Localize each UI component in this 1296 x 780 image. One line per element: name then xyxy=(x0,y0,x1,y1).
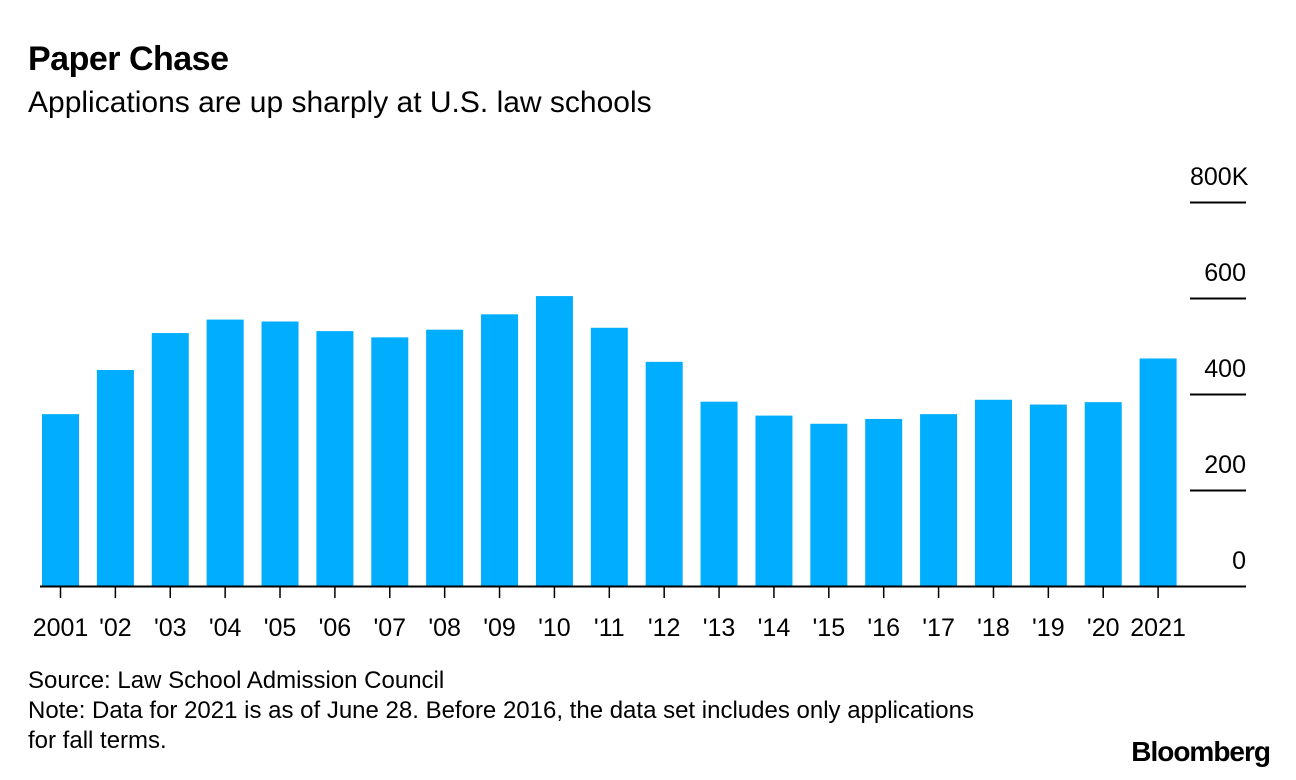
bar xyxy=(96,370,134,586)
bar xyxy=(865,418,903,586)
y-tick-label: 600 xyxy=(1204,259,1246,287)
bar xyxy=(206,319,244,586)
bar xyxy=(1139,358,1177,586)
y-tick-label: 400 xyxy=(1204,355,1246,383)
bar xyxy=(261,321,299,586)
source-note: Source: Law School Admission Council xyxy=(28,667,445,694)
bar xyxy=(42,414,79,586)
bloomberg-logo: Bloomberg xyxy=(1131,736,1271,767)
x-tick-label: '17 xyxy=(922,614,955,642)
bar xyxy=(1029,404,1067,586)
bar xyxy=(1084,402,1122,586)
x-tick-label: '10 xyxy=(538,614,571,642)
bar xyxy=(590,327,628,586)
bar xyxy=(535,296,573,586)
x-tick-label: '12 xyxy=(648,614,681,642)
data-note: Note: Data for 2021 is as of June 28. Be… xyxy=(28,697,974,754)
x-tick-label: '03 xyxy=(154,614,187,642)
bar xyxy=(371,337,409,586)
x-tick-label: '02 xyxy=(99,614,132,642)
bar xyxy=(481,314,519,586)
chart-subtitle: Applications are up sharply at U.S. law … xyxy=(28,86,652,119)
x-tick-label: '09 xyxy=(483,614,516,642)
bar xyxy=(645,361,683,586)
x-tick-label: '18 xyxy=(977,614,1010,642)
y-tick-label: 200 xyxy=(1204,451,1246,479)
bar xyxy=(755,415,793,586)
bar xyxy=(426,329,464,586)
x-tick-label: '07 xyxy=(373,614,406,642)
x-tick-label: '13 xyxy=(703,614,736,642)
bar xyxy=(920,414,958,586)
x-tick-label: '08 xyxy=(428,614,461,642)
y-tick-label: 800K xyxy=(1190,163,1249,191)
x-tick-label: 2001 xyxy=(33,614,89,642)
x-tick-label: '11 xyxy=(594,614,625,642)
x-tick-label: '19 xyxy=(1032,614,1065,642)
bar xyxy=(974,399,1012,586)
x-tick-label: '20 xyxy=(1087,614,1120,642)
x-tick-label: '06 xyxy=(319,614,352,642)
x-tick-label: '04 xyxy=(209,614,242,642)
chart-title: Paper Chase xyxy=(28,40,229,78)
bar xyxy=(316,331,354,586)
y-tick-label: 0 xyxy=(1232,547,1246,575)
bar xyxy=(810,423,848,586)
x-tick-label: '14 xyxy=(758,614,791,642)
bar-chart: 2001 '02 '03 '04 '05 '06 '07 '08 '09 '10 '11 '12 '13… xyxy=(33,163,1249,642)
x-tick-label: 2021 xyxy=(1130,614,1186,642)
x-tick-label: '16 xyxy=(867,614,900,642)
bar xyxy=(700,401,738,586)
bar xyxy=(151,333,189,586)
x-tick-label: '05 xyxy=(264,614,297,642)
x-tick-label: '15 xyxy=(813,614,846,642)
